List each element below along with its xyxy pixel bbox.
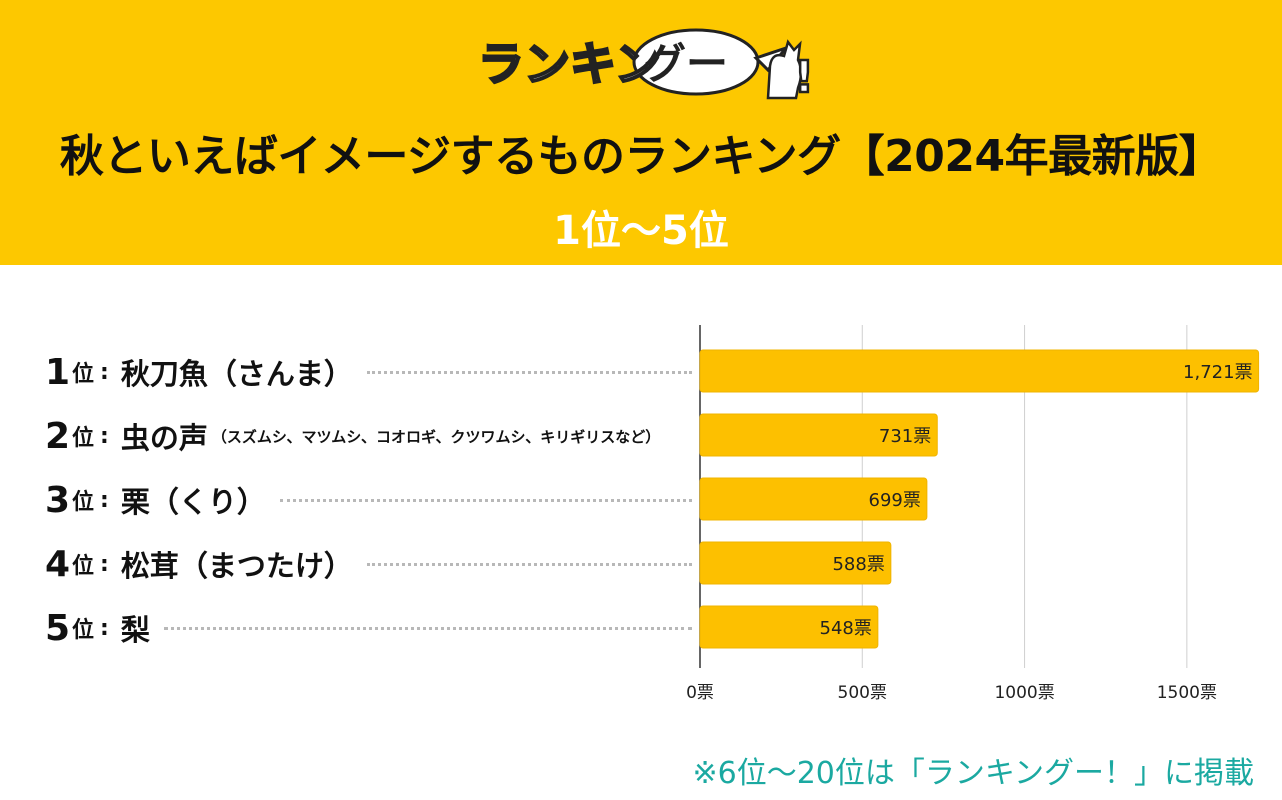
- leader-dots: [279, 498, 692, 502]
- bar: [699, 605, 879, 649]
- rank-number: 2: [44, 415, 70, 457]
- x-tick-label: 1000票: [994, 683, 1054, 703]
- rank-colon: :: [100, 359, 109, 385]
- rank-suffix: 位: [72, 426, 95, 451]
- bar-value-label: 731票: [879, 426, 931, 447]
- svg-text:ランキン: ランキン: [478, 37, 661, 91]
- rank-name: 栗（くり）: [120, 485, 266, 519]
- rank-colon: :: [100, 551, 109, 577]
- rank-row-3: 3 位 : 栗（くり）: [38, 479, 698, 521]
- rank-suffix: 位: [72, 362, 95, 387]
- leader-dots: [163, 626, 692, 630]
- rank-suffix: 位: [72, 554, 95, 579]
- x-tick-label: 1500票: [1157, 683, 1217, 703]
- rank-name: 虫の声: [120, 421, 208, 455]
- header-banner: ランキン グー ! 秋といえばイメージするものランキング【2024年最新版】 1…: [0, 0, 1282, 265]
- footnote: ※6位〜20位は「ランキングー！」に掲載: [692, 756, 1255, 791]
- rank-name: 松茸（まつたけ）: [120, 549, 353, 583]
- rank-row-5: 5 位 : 梨: [38, 607, 698, 649]
- bar-value-label: 699票: [869, 490, 921, 511]
- bar-value-label: 588票: [832, 554, 884, 575]
- page-subtitle: 1位〜5位: [553, 208, 729, 254]
- bar: [699, 541, 892, 585]
- rank-colon: :: [100, 487, 109, 513]
- ranking-goo-logo: ランキン グー !: [477, 28, 815, 102]
- x-tick-label: 0票: [686, 683, 714, 703]
- rank-colon: :: [100, 423, 109, 449]
- rank-row-2: 2 位 : 虫の声 （スズムシ、マツムシ、コオロギ、クツワムシ、キリギリスなど）: [38, 415, 698, 457]
- rank-number: 3: [44, 479, 70, 521]
- rank-colon: :: [100, 615, 109, 641]
- svg-text:!: !: [794, 52, 814, 102]
- rank-row-1: 1 位 : 秋刀魚（さんま）: [38, 351, 698, 393]
- bar: [699, 349, 1260, 393]
- rank-suffix: 位: [72, 490, 95, 515]
- rank-number: 1: [44, 351, 70, 393]
- rank-number: 5: [44, 607, 70, 649]
- x-tick-label: 500票: [838, 683, 887, 703]
- bar-value-label: 1,721票: [1183, 362, 1253, 383]
- svg-text:グー: グー: [644, 39, 728, 88]
- bar-value-label: 548票: [820, 618, 872, 639]
- bar: [699, 477, 928, 521]
- rank-row-4: 4 位 : 松茸（まつたけ）: [38, 543, 698, 585]
- rank-suffix: 位: [72, 618, 95, 643]
- leader-dots: [366, 370, 692, 374]
- rank-name: 秋刀魚（さんま）: [120, 357, 353, 391]
- leader-dots: [366, 562, 692, 566]
- rank-number: 4: [44, 543, 70, 585]
- rank-note: （スズムシ、マツムシ、コオロギ、クツワムシ、キリギリスなど）: [211, 427, 661, 446]
- rank-name: 梨: [120, 613, 150, 647]
- bar: [699, 413, 938, 457]
- page-title: 秋といえばイメージするものランキング【2024年最新版】: [59, 131, 1223, 182]
